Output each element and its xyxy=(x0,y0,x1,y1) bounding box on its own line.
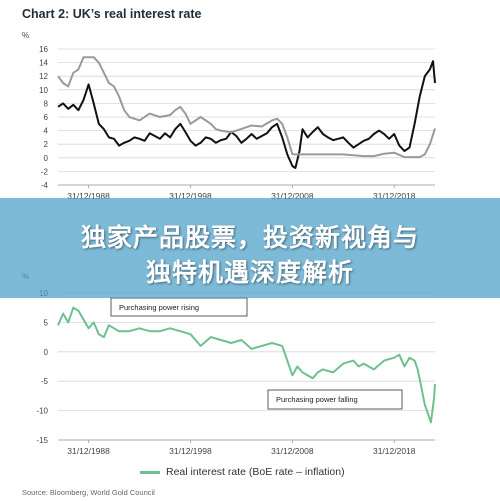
bottom-chart-plot: -15-10-5051031/12/198831/12/199831/12/20… xyxy=(36,289,436,456)
bottom-chart-y-tick-label: -15 xyxy=(36,436,48,445)
promo-banner: 独家产品股票，投资新视角与 独特机遇深度解析 xyxy=(0,198,500,298)
bottom-chart-x-tick-label: 31/12/1998 xyxy=(169,446,212,456)
source-note: Source: Bloomberg, World Gold Council xyxy=(22,488,155,497)
bottom-chart-layer: -15-10-5051031/12/198831/12/199831/12/20… xyxy=(36,289,436,456)
legend-label: Real interest rate (BoE rate – inflation… xyxy=(166,466,345,478)
top-chart-y-tick-label: 4 xyxy=(44,127,49,136)
bottom-chart-y-tick-label: 0 xyxy=(44,348,49,357)
top-chart-series-1-line xyxy=(57,60,436,169)
legend-swatch xyxy=(140,470,160,474)
top-chart-y-tick-label: 2 xyxy=(44,140,49,149)
rising-annotation-box xyxy=(110,297,248,317)
bottom-chart-legend: Real interest rate (BoE rate – inflation… xyxy=(140,466,345,478)
top-chart-plot: -4 -2 0 2 4 6 8 10 12 14 16 31/12/1988 31/12/1998 31/… xyxy=(39,45,436,201)
top-chart-y-tick-label: 8 xyxy=(44,99,49,108)
top-chart-x-tick-label: 31/12/2018 xyxy=(373,191,416,201)
top-chart-y-tick-label: 10 xyxy=(39,86,48,95)
top-chart-x-tick-label: 31/12/1998 xyxy=(169,191,212,201)
rising-annotation-text: Purchasing power rising xyxy=(119,303,199,312)
top-chart-series-2-line xyxy=(57,56,436,159)
top-chart-y-tick-label: 12 xyxy=(39,72,48,81)
bottom-chart-y-tick-label: 5 xyxy=(44,318,49,327)
top-chart-y-tick-label: 14 xyxy=(39,59,48,68)
promo-line-1: 独家产品股票，投资新视角与 xyxy=(80,223,419,252)
top-chart-y-tick-label: -2 xyxy=(41,167,49,176)
top-chart-x-tick-label: 31/12/2008 xyxy=(271,191,314,201)
top-chart-y-tick-label: 6 xyxy=(44,113,49,122)
bottom-chart-x-tick-label: 31/12/1988 xyxy=(67,446,110,456)
falling-annotation-box xyxy=(267,389,403,410)
top-y-unit-label: % xyxy=(22,31,30,40)
promo-line-2: 独特机遇深度解析 xyxy=(145,258,354,287)
top-chart-y-tick-label: -4 xyxy=(41,181,49,190)
bottom-chart-series-1-line xyxy=(57,306,436,424)
top-chart-x-tick-label: 31/12/1988 xyxy=(67,191,110,201)
top-chart-y-tick-label: 16 xyxy=(39,45,48,54)
top-chart-y-tick-label: 0 xyxy=(44,154,49,163)
chart-title: Chart 2: UK’s real interest rate xyxy=(22,7,202,21)
bottom-chart-y-tick-label: -10 xyxy=(36,407,48,416)
bottom-chart-x-tick-label: 31/12/2008 xyxy=(271,446,314,456)
bottom-chart-y-tick-label: -5 xyxy=(41,377,49,386)
falling-annotation-text: Purchasing power falling xyxy=(276,395,358,404)
bottom-chart-x-tick-label: 31/12/2018 xyxy=(373,446,416,456)
